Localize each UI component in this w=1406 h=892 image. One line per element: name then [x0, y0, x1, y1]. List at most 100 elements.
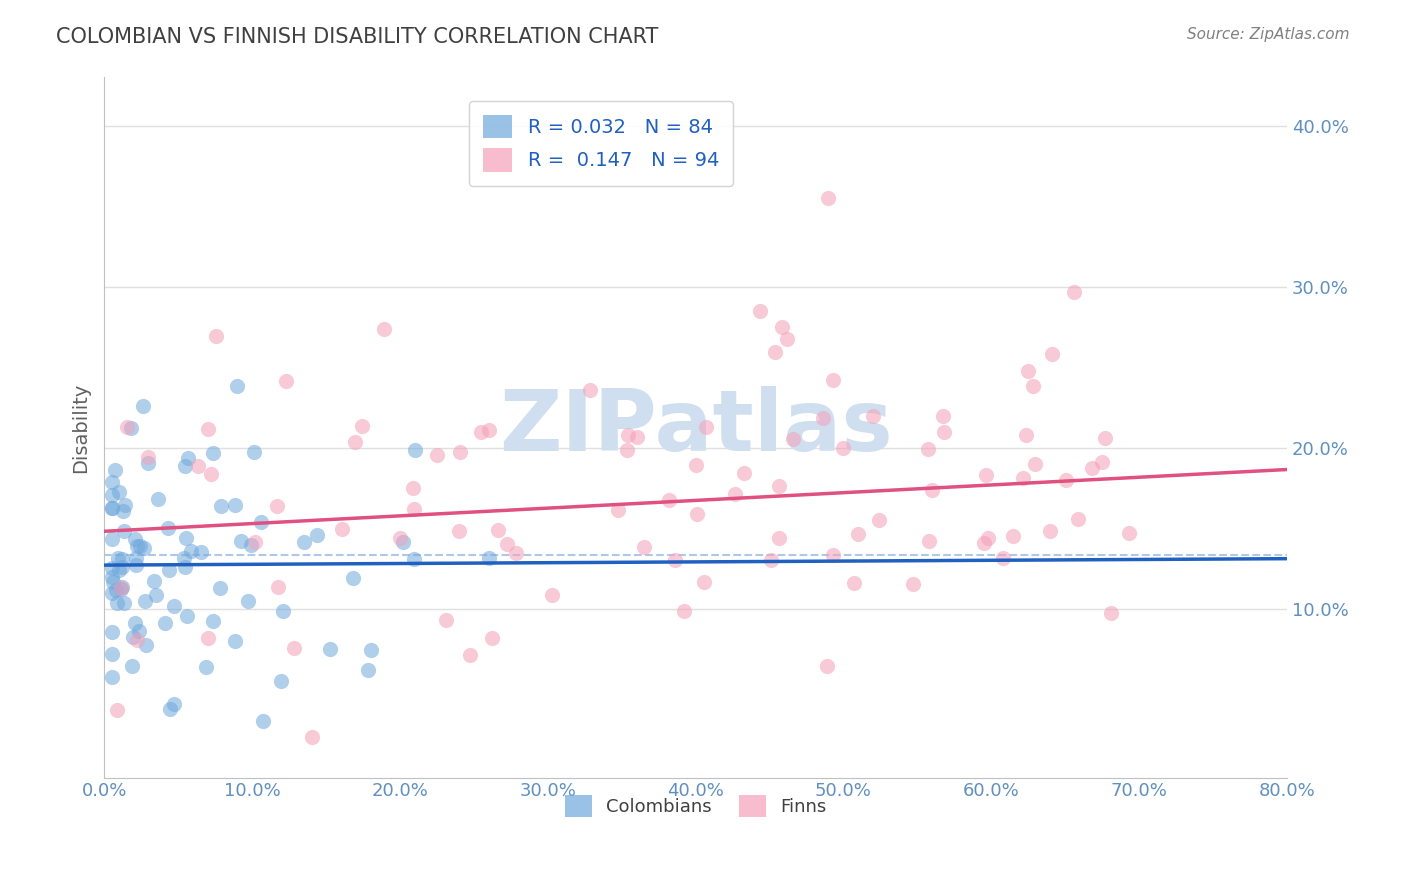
Point	[434, 613, 457, 627]
Point	[125, 633, 148, 648]
Point	[658, 492, 681, 507]
Point	[357, 663, 380, 677]
Point	[112, 596, 135, 610]
Point	[749, 303, 772, 318]
Point	[470, 425, 492, 439]
Point	[478, 423, 501, 437]
Point	[270, 673, 292, 688]
Point	[352, 419, 374, 434]
Point	[100, 500, 122, 515]
Point	[266, 580, 288, 594]
Point	[146, 491, 169, 506]
Point	[1024, 457, 1046, 471]
Point	[918, 533, 941, 548]
Point	[225, 379, 247, 393]
Point	[103, 575, 125, 590]
Point	[693, 574, 716, 589]
Point	[1091, 454, 1114, 468]
Point	[478, 551, 501, 566]
Point	[846, 526, 869, 541]
Point	[125, 551, 148, 566]
Point	[1017, 364, 1039, 378]
Point	[389, 531, 412, 545]
Point	[1015, 427, 1038, 442]
Point	[344, 434, 367, 449]
Point	[301, 731, 323, 745]
Point	[505, 546, 527, 560]
Point	[200, 467, 222, 481]
Point	[817, 191, 839, 205]
Point	[1081, 461, 1104, 475]
Point	[108, 563, 131, 577]
Point	[163, 697, 186, 711]
Point	[157, 520, 180, 534]
Point	[404, 443, 426, 458]
Point	[402, 552, 425, 566]
Point	[1040, 347, 1063, 361]
Point	[974, 468, 997, 483]
Point	[319, 641, 342, 656]
Point	[1094, 431, 1116, 445]
Legend: Colombians, Finns: Colombians, Finns	[557, 788, 834, 824]
Point	[195, 660, 218, 674]
Point	[616, 442, 638, 457]
Point	[174, 560, 197, 574]
Point	[271, 604, 294, 618]
Point	[664, 553, 686, 567]
Point	[426, 448, 449, 462]
Point	[245, 534, 267, 549]
Point	[249, 515, 271, 529]
Point	[209, 499, 232, 513]
Point	[134, 594, 156, 608]
Point	[121, 659, 143, 673]
Point	[100, 532, 122, 546]
Point	[202, 446, 225, 460]
Point	[373, 322, 395, 336]
Point	[768, 478, 790, 492]
Point	[138, 450, 160, 464]
Point	[224, 499, 246, 513]
Point	[128, 624, 150, 638]
Point	[122, 630, 145, 644]
Point	[100, 570, 122, 584]
Point	[392, 535, 415, 549]
Point	[1118, 525, 1140, 540]
Point	[283, 640, 305, 655]
Point	[197, 422, 219, 436]
Point	[124, 532, 146, 546]
Point	[132, 541, 155, 556]
Point	[176, 608, 198, 623]
Point	[208, 581, 231, 595]
Point	[174, 532, 197, 546]
Point	[782, 432, 804, 446]
Point	[606, 502, 628, 516]
Point	[180, 544, 202, 558]
Point	[201, 614, 224, 628]
Point	[307, 527, 329, 541]
Point	[108, 485, 131, 500]
Point	[100, 624, 122, 639]
Point	[540, 588, 562, 602]
Point	[104, 463, 127, 477]
Point	[239, 538, 262, 552]
Point	[330, 522, 353, 536]
Point	[190, 545, 212, 559]
Point	[977, 531, 1000, 545]
Point	[862, 409, 884, 423]
Point	[404, 502, 426, 516]
Point	[991, 550, 1014, 565]
Point	[132, 399, 155, 413]
Point	[1039, 524, 1062, 539]
Point	[173, 550, 195, 565]
Point	[1022, 379, 1045, 393]
Point	[224, 634, 246, 648]
Point	[145, 588, 167, 602]
Point	[460, 648, 482, 662]
Point	[111, 551, 134, 566]
Point	[292, 535, 315, 549]
Point	[159, 702, 181, 716]
Point	[686, 507, 709, 521]
Point	[120, 421, 142, 435]
Point	[110, 581, 132, 595]
Point	[672, 604, 695, 618]
